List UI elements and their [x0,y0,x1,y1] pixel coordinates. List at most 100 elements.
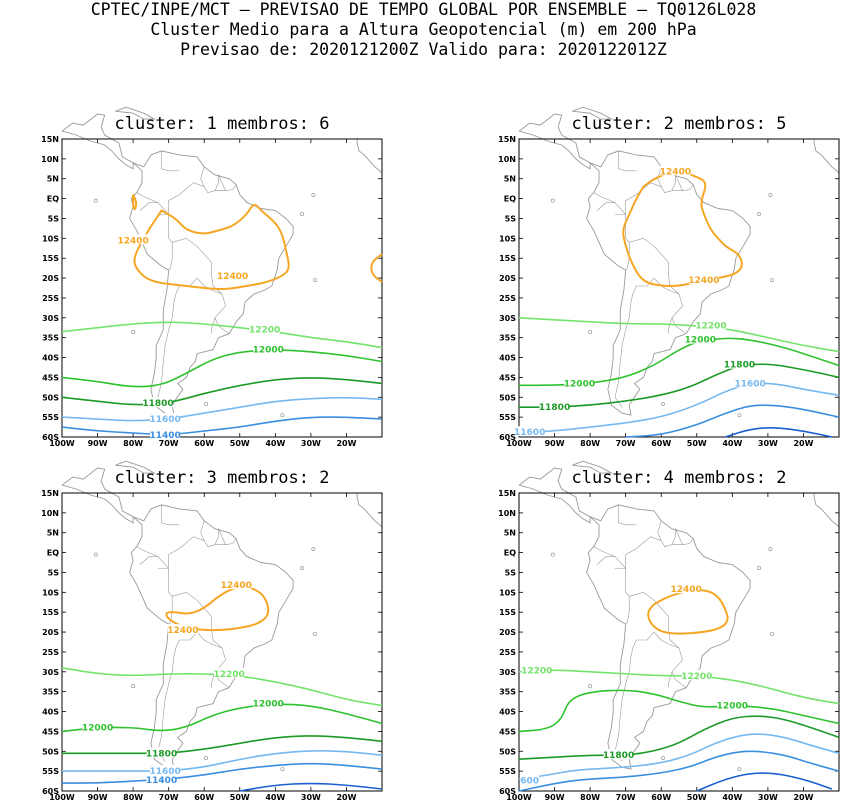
lat-label: 15S [499,254,516,263]
label-11800-bg [724,358,755,369]
contour-12200 [518,317,840,353]
ocean-background [519,139,839,437]
country-border [618,504,637,526]
lat-label: 20S [499,274,516,283]
island [311,193,316,197]
label-12000-bg [717,699,748,710]
country-border [668,317,673,334]
label-12400-a-bg [671,583,702,594]
lat-label: 55S [499,413,516,422]
map-panel-2-svg: 15N 10N 5N EQ 5S 10S 15S 20S 25S 30S 35S 40S 45S 50S 5… [498,106,840,448]
lat-label: 5N [504,529,516,538]
lat-label: 15N [41,135,59,144]
panel-3-title: cluster: 3 membros: 2 [114,468,330,488]
island [757,212,761,217]
label-11600: 600 [520,776,539,786]
label-12400-b: 12400 [217,272,248,282]
panel-2-title: cluster: 2 membros: 5 [571,114,787,134]
island [588,684,593,689]
label-12000: 12000 [685,336,716,346]
label-12000: 12000 [253,346,284,356]
country-border [657,166,684,193]
lat-label: 5S [48,214,60,223]
map-panel-4-svg: 15N 10N 5N EQ 5S 10S 15S 20S 25S 30S 35S 40S 45S 50S 5… [498,460,840,802]
lat-label: 10N [498,509,516,518]
label-11800-b-bg [539,401,570,412]
contour-layer: 12400 12200 12200 12000 11800 600 [518,583,840,792]
lon-label: 70W [159,793,179,802]
label-12400-a-bg [118,234,149,245]
contour-12000 [61,349,383,388]
ocean-background [519,493,839,791]
label-12400-b-bg [167,624,198,635]
lon-label: 50W [687,439,707,448]
map-panel-4: 15N 10N 5N EQ 5S 10S 15S 20S 25S 30S 35S 40S 45S 50S 5… [498,460,840,802]
lat-label: 15S [42,254,59,263]
lon-label: 100W [49,793,75,802]
country-border [671,528,676,545]
lat-label: 35S [499,334,516,343]
lon-label: 20W [793,793,813,802]
island [280,413,285,418]
map-basemap [518,106,840,418]
lon-label: 80W [123,793,143,802]
country-border [211,671,216,688]
island [300,212,304,217]
lon-label: 70W [159,439,179,448]
label-12400-b: 12400 [688,276,719,286]
lat-label: 30S [499,668,516,677]
contour-12000 [518,689,840,733]
lat-label: 60S [499,433,516,442]
cuba-coast [572,106,614,120]
lon-label: 100W [49,439,75,448]
contour-11600 [61,396,383,422]
island [661,756,665,760]
lat-label: 45S [499,373,516,382]
lat-label: 25S [499,648,516,657]
country-border [682,184,694,191]
country-border [200,520,227,547]
lat-label: 50S [499,393,516,402]
contour-11600 [518,382,840,434]
island [588,330,593,335]
cuba-coast [115,106,157,120]
contour-11400 [625,404,840,438]
label-11400-bg [146,773,177,784]
country-border [657,520,684,547]
map-frame [518,492,840,792]
country-border [179,182,205,195]
lat-label: 40S [499,354,516,363]
lat-label: 50S [42,747,59,756]
africa-coast [813,139,840,174]
contour-11400 [61,416,383,436]
lon-label: 80W [580,439,600,448]
map-basemap [61,460,383,772]
label-12400-a-bg [221,579,252,590]
country-border [136,546,180,570]
label-11800-bg [143,397,173,408]
lon-label: 20W [793,439,813,448]
lon-label: 40W [265,793,285,802]
label-12000-b: 12000 [82,723,113,733]
country-border [682,538,694,545]
lat-label: 55S [499,767,516,776]
label-12200-bg [696,319,726,330]
country-border [629,237,680,295]
panel-4-title: cluster: 4 membros: 2 [571,468,787,488]
contour-11800 [61,377,383,406]
country-border [593,546,637,570]
africa-coast [813,493,840,528]
country-border [214,528,219,545]
label-12200-b: 12200 [681,672,712,682]
lat-label: EQ [47,195,59,204]
lat-label: 60S [42,433,59,442]
island [550,198,555,203]
country-border [671,174,676,191]
contour-11800 [62,735,383,755]
contour-layer: 12400 12400 12200 12000 11800 11600 11400 [61,194,383,441]
country-border [629,591,680,649]
country-border [172,591,223,649]
lon-label: 90W [545,439,565,448]
lon-label: 60W [194,439,214,448]
ocean-background [62,493,382,791]
